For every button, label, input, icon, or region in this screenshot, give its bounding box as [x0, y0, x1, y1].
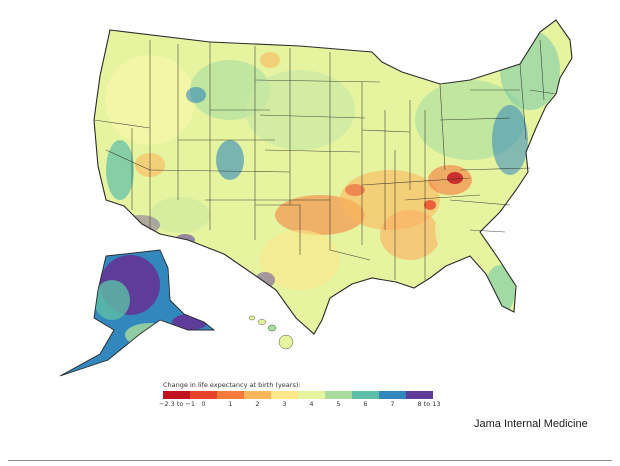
legend-swatch [271, 391, 298, 399]
alaska [59, 249, 216, 377]
legend-swatch [325, 391, 352, 399]
legend-swatch [217, 391, 244, 399]
legend-tick-label: 4 [309, 400, 314, 408]
map-legend: Change in life expectancy at birth (year… [159, 381, 441, 409]
legend-swatch [379, 391, 406, 399]
legend-tick-label: 2 [255, 400, 260, 408]
legend-swatch [244, 391, 271, 399]
legend-tick-label: 1 [228, 400, 233, 408]
bottom-divider [8, 460, 612, 461]
legend-color-bar [163, 391, 433, 399]
legend-tick-label: 8 to 13 [417, 400, 441, 408]
legend-tick-label: 6 [363, 400, 368, 408]
legend-tick-label: 5 [336, 400, 341, 408]
legend-swatch [190, 391, 217, 399]
legend-title: Change in life expectancy at birth (year… [163, 381, 301, 389]
legend-ticks: −2.3 to −1 0 1 2 3 4 5 6 7 8 to 13 [159, 399, 441, 409]
legend-tick-label: 7 [390, 400, 395, 408]
legend-swatch [298, 391, 325, 399]
legend-swatch [406, 391, 433, 399]
legend-tick-label: −2.3 to −1 [158, 400, 196, 408]
hawaii [248, 315, 294, 350]
legend-tick-label: 3 [282, 400, 287, 408]
legend-tick-label: 0 [201, 400, 206, 408]
legend-swatch [352, 391, 379, 399]
source-credit: Jama Internal Medicine [474, 418, 588, 430]
legend-swatch [163, 391, 190, 399]
